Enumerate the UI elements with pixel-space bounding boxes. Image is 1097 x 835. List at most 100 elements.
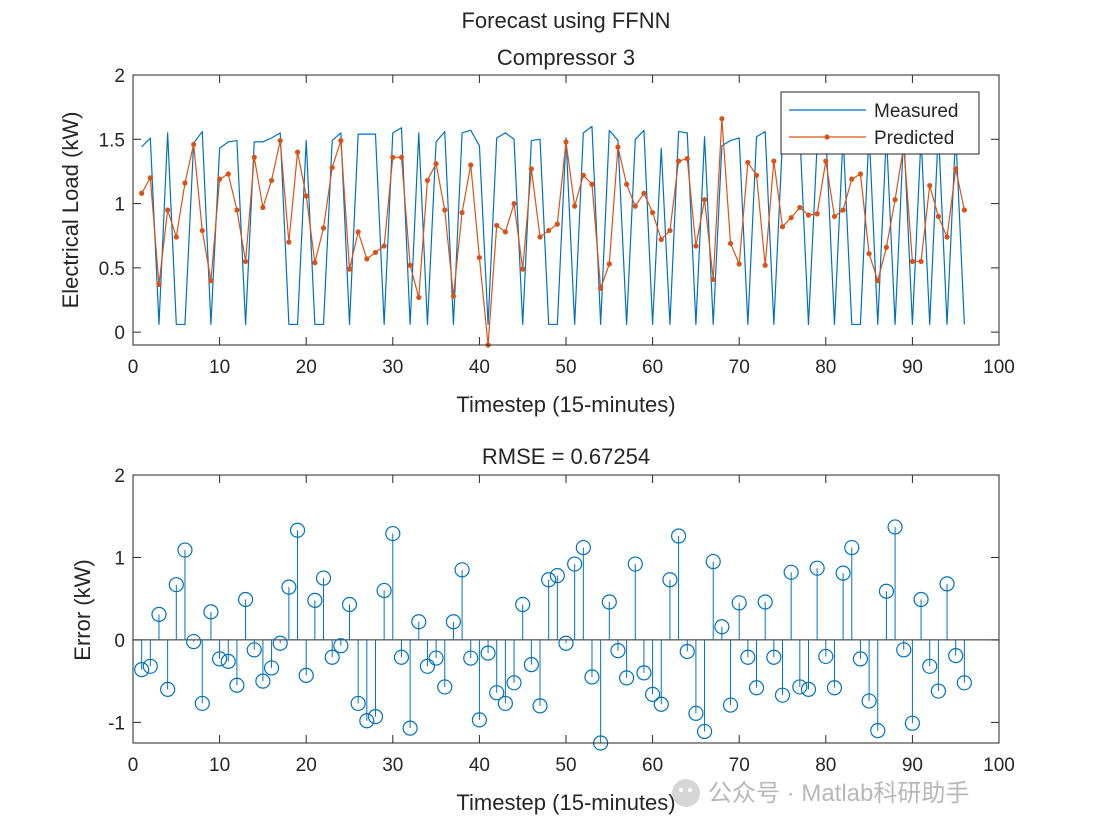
error-point	[904, 715, 921, 731]
error-point	[783, 564, 799, 580]
error-point	[844, 539, 860, 556]
error-point	[696, 723, 713, 740]
error-point	[411, 614, 427, 630]
error-point	[281, 579, 297, 595]
error-point	[220, 653, 236, 669]
forecast-x-tick-label: 70	[729, 357, 750, 378]
predicted-point	[234, 207, 240, 213]
error-point	[818, 648, 834, 665]
error-point	[350, 695, 366, 712]
error-point	[913, 591, 929, 608]
predicted-point	[320, 225, 327, 231]
legend-predicted-marker	[824, 134, 830, 140]
error-point	[800, 681, 817, 698]
predicted-point	[892, 197, 898, 203]
forecast-x-tick-label: 80	[815, 357, 836, 378]
error-point	[437, 679, 453, 695]
error-point	[142, 658, 158, 674]
predicted-point	[805, 212, 812, 218]
predicted-point	[580, 172, 586, 178]
error-point	[186, 633, 202, 650]
predicted-point	[182, 180, 188, 186]
error-point	[341, 596, 358, 613]
watermark-text: 公众号 · Matlab科研助手	[708, 780, 969, 807]
error-x-tick-label: 0	[128, 755, 139, 776]
predicted-point	[476, 254, 482, 261]
predicted-point	[658, 236, 664, 243]
error-point	[203, 604, 219, 620]
predicted-point	[606, 261, 612, 267]
predicted-point	[875, 278, 881, 284]
predicted-point	[857, 171, 864, 177]
forecast-y-label: Electrical Load (kW)	[58, 112, 83, 309]
predicted-point	[589, 181, 595, 187]
error-point	[160, 681, 176, 698]
error-point	[688, 705, 704, 721]
forecast-x-tick-label: 0	[128, 357, 139, 378]
predicted-point	[242, 258, 249, 265]
error-point	[774, 687, 791, 703]
error-x-tick-label: 80	[815, 755, 836, 776]
predicted-point	[520, 266, 526, 272]
error-point	[532, 698, 548, 714]
forecast-x-label: Timestep (15-minutes)	[456, 392, 675, 417]
predicted-point	[156, 281, 162, 288]
predicted-point	[338, 137, 344, 144]
error-point	[445, 614, 462, 630]
error-point	[722, 697, 739, 713]
error-point	[489, 685, 505, 701]
error-point	[662, 572, 678, 588]
predicted-point	[407, 262, 413, 268]
error-point	[506, 675, 522, 691]
error-y-tick-label: -1	[108, 713, 125, 734]
error-point	[419, 658, 436, 674]
forecast-x-tick-label: 20	[296, 357, 317, 378]
predicted-point	[918, 258, 924, 265]
predicted-point	[364, 256, 370, 262]
predicted-point	[346, 266, 353, 272]
predicted-point	[173, 234, 179, 240]
error-x-tick-label: 30	[382, 755, 403, 776]
error-point	[878, 583, 895, 599]
error-point	[835, 565, 851, 581]
legend-predicted-label: Predicted	[874, 128, 954, 149]
wechat-icon	[672, 779, 700, 807]
predicted-point	[286, 239, 292, 245]
legend-measured-label: Measured	[874, 101, 959, 122]
error-point	[515, 596, 531, 613]
predicted-point	[191, 141, 197, 148]
error-point	[298, 667, 314, 683]
predicted-point	[935, 213, 941, 220]
error-title: RMSE = 0.67254	[482, 444, 650, 469]
predicted-point	[667, 227, 673, 234]
error-point	[212, 651, 228, 667]
predicted-point	[727, 240, 734, 247]
forecast-x-tick-label: 100	[983, 357, 1015, 378]
predicted-point	[165, 207, 171, 213]
error-point	[541, 572, 557, 588]
error-point	[480, 645, 496, 661]
predicted-point	[381, 243, 387, 249]
error-point	[896, 642, 912, 658]
error-point	[887, 519, 903, 535]
predicted-point	[762, 262, 768, 268]
forecast-ticks: 0 10 20 30 40 50 60 70 80 90 100 0 0.5 1 1.5 2	[99, 66, 1015, 378]
predicted-point	[814, 211, 820, 217]
forecast-series-group	[139, 116, 967, 348]
forecast-axes: Forecast using FFNN Compressor 3 0 10 20 30…	[58, 8, 1015, 417]
predicted-point	[147, 175, 153, 181]
predicted-point	[416, 294, 422, 301]
predicted-point	[537, 234, 543, 240]
error-point	[454, 562, 470, 578]
forecast-y-tick-label: 1	[114, 195, 125, 216]
error-point	[289, 522, 306, 538]
error-x-tick-label: 20	[296, 755, 317, 776]
predicted-point	[433, 161, 439, 167]
error-point	[367, 709, 384, 725]
forecast-x-tick-label: 60	[642, 357, 663, 378]
error-point	[151, 606, 167, 622]
error-point	[385, 525, 401, 542]
predicted-point	[831, 213, 838, 220]
predicted-point	[554, 221, 560, 227]
